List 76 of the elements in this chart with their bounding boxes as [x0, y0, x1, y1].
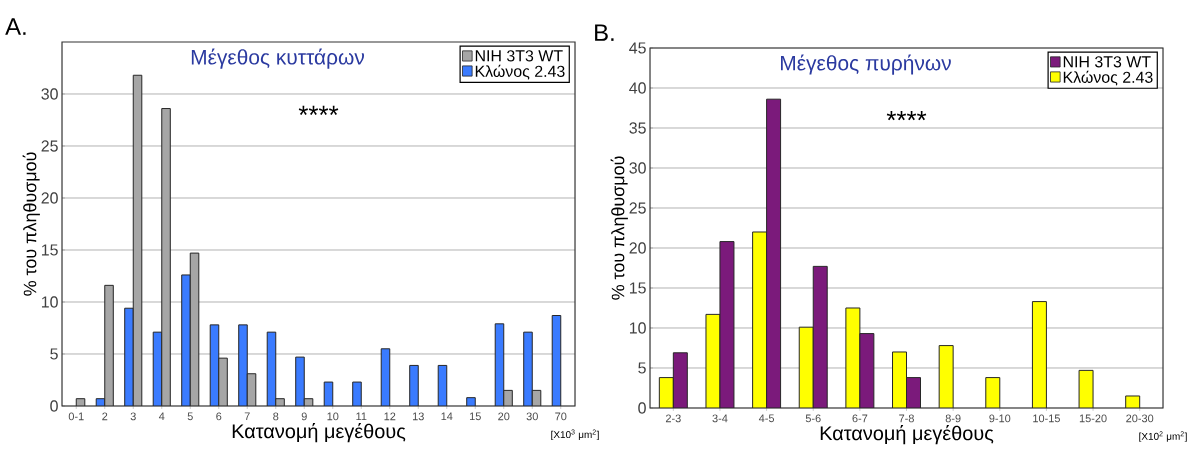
bar [752, 231, 768, 408]
x-tick-label: 11 [356, 412, 367, 421]
x-tick-label: 7 [244, 412, 250, 421]
legend-label: Κλώνος 2.43 [1063, 70, 1153, 86]
y-tick-label: 25 [629, 202, 646, 214]
x-tick-label: 7-8 [899, 414, 914, 423]
y-tick-label: 15 [629, 282, 646, 294]
bar [1031, 301, 1047, 408]
x-tick-label: 30 [526, 412, 538, 421]
y-tick-label: 45 [629, 42, 646, 54]
y-tick-label: 20 [629, 242, 646, 254]
x-axis-title: Κατανομή μεγέθους [232, 423, 406, 443]
bar [523, 331, 533, 406]
y-tick-label: 40 [629, 82, 646, 94]
x-tick-label: 15 [469, 412, 481, 421]
bar [812, 265, 828, 408]
x-tick-label: 12 [384, 412, 396, 421]
x-tick-label: 2-3 [665, 414, 681, 423]
y-tick-label: 0 [638, 402, 646, 414]
y-tick-label: 35 [629, 122, 646, 134]
bar [409, 364, 419, 406]
legend-label: Κλώνος 2.43 [475, 64, 565, 80]
bar [295, 356, 305, 406]
x-tick-label: 5-6 [805, 414, 821, 423]
annotation: **** [886, 111, 927, 121]
x-tick-label: 10 [327, 412, 339, 421]
bar [672, 352, 688, 408]
x-tick-label: 8 [273, 412, 279, 421]
x-tick-label: 13 [413, 412, 424, 421]
legend-label: NIH 3T3 WT [1063, 56, 1151, 68]
x-tick-label: 0-1 [68, 412, 84, 421]
x-tick-label: 6-7 [852, 414, 868, 423]
bar [766, 98, 782, 408]
x-tick-label: 20-30 [1126, 414, 1154, 423]
y-tick-label: 15 [41, 244, 58, 256]
y-axis-title: % του πληθυσμού [610, 156, 628, 300]
x-tick-label: 6 [216, 412, 222, 421]
text: [X10$^{2}$ μm$^{2}$] [1139, 431, 1187, 442]
y-tick-label: 10 [41, 296, 58, 308]
x-tick-label: 4 [158, 412, 165, 421]
y-tick-label: 0 [50, 400, 58, 412]
legend-label: NIH 3T3 WT [475, 50, 563, 62]
annotation: **** [298, 105, 339, 115]
bar [218, 357, 228, 406]
y-tick-label: 5 [638, 362, 646, 374]
y-tick-label: 20 [41, 192, 58, 204]
x-tick-label: 9 [301, 412, 307, 421]
x-tick-label: 20 [498, 412, 510, 421]
bar [181, 274, 191, 406]
x-tick-label: 15-20 [1079, 414, 1107, 423]
y-tick-label: 10 [629, 322, 646, 334]
x-tick-label: 70 [555, 412, 567, 421]
text: A. [5, 18, 26, 35]
x-tick-label: 2 [102, 412, 108, 421]
x-tick-label: 14 [441, 412, 453, 421]
x-tick-label: 4-5 [758, 414, 775, 423]
y-tick-label: 30 [41, 88, 58, 100]
y-tick-label: 30 [629, 162, 646, 174]
text: [X10$^{3}$ μm$^{2}$] [551, 429, 599, 441]
x-tick-label: 3-4 [712, 414, 728, 423]
x-tick-label: 9-10 [989, 414, 1011, 423]
x-tick-label: 10-15 [1033, 414, 1060, 423]
bar [798, 326, 814, 408]
y-tick-label: 5 [50, 348, 58, 360]
bar [124, 307, 134, 406]
bar [238, 324, 248, 406]
y-tick-label: 25 [41, 140, 58, 152]
chart-title: Μέγεθος κυττάρων [191, 48, 365, 69]
chart-title: Μέγεθος πυρήνων [781, 54, 951, 75]
x-tick-label: 3 [130, 412, 136, 421]
x-tick-label: 8-9 [945, 414, 961, 423]
x-axis-title: Κατανομή μεγέθους [820, 425, 994, 445]
text: B. [595, 24, 614, 41]
bar [892, 351, 908, 408]
x-tick-label: 5 [187, 412, 193, 421]
y-axis-title: % του πληθυσμού [22, 152, 40, 296]
